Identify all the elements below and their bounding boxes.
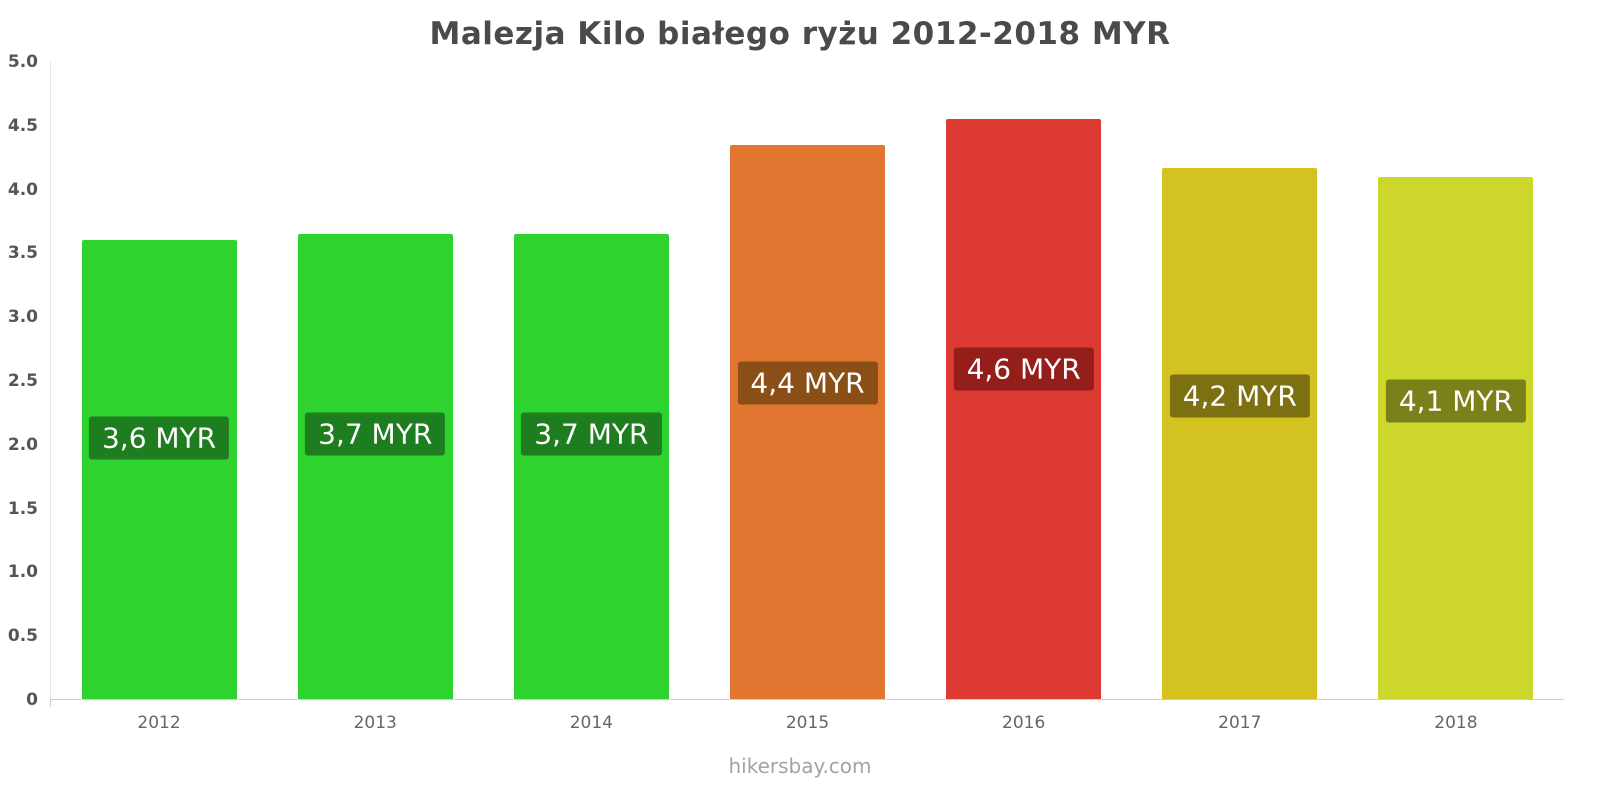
y-tick-label: 4.0 (7, 179, 38, 200)
x-axis-label: 2017 (1218, 713, 1262, 733)
plot-area: 3,6 MYR 2012 3,7 MYR 2013 3,7 MYR 2014 4,4 MYR… (50, 62, 1564, 733)
y-tick-label: 5.0 (7, 52, 38, 72)
y-tick-label: 0.5 (7, 626, 38, 647)
footer-watermark: hikersbay.com (728, 754, 872, 778)
x-axis-label: 2012 (137, 713, 181, 733)
origin-tick (50, 699, 51, 707)
y-tick-label: 0 (26, 690, 38, 710)
y-tick-label: 2.5 (7, 371, 38, 391)
bar-value-label: 3,6 MYR (88, 416, 230, 460)
bar-2013: 3,7 MYR (297, 234, 453, 699)
x-axis-label: 2013 (353, 713, 397, 733)
bar-2017: 4,2 MYR (1162, 167, 1318, 699)
x-axis-label: 2016 (1002, 713, 1046, 733)
bar-value-label: 4,4 MYR (737, 361, 878, 405)
bar-value-label: 3,7 MYR (521, 412, 662, 456)
y-tick-label: 2.0 (7, 434, 38, 455)
bar-2016: 4,6 MYR (946, 119, 1102, 699)
bar-value-label: 4,6 MYR (953, 347, 1094, 391)
y-tick-label: 4.5 (7, 115, 38, 136)
y-tick-label: 1.5 (7, 498, 38, 519)
bar-2014: 3,7 MYR (513, 234, 669, 699)
bar-value-label: 3,7 MYR (305, 412, 446, 456)
y-axis: 0 0.5 1.0 1.5 2.0 2.5 3.0 3.5 4.0 4.5 5.0 (0, 52, 44, 710)
chart-title: Malezja Kilo białego ryżu 2012-2018 MYR (429, 16, 1171, 52)
bar-value-label: 4,1 MYR (1385, 379, 1526, 423)
y-tick-label: 3.0 (7, 307, 38, 328)
bar-2018: 4,1 MYR (1378, 176, 1534, 699)
y-tick-label: 1.0 (7, 562, 38, 583)
bar-2015: 4,4 MYR (730, 144, 885, 699)
x-axis-label: 2014 (569, 713, 613, 733)
x-axis-label: 2018 (1434, 713, 1478, 733)
bar-value-label: 4,2 MYR (1169, 374, 1310, 418)
x-axis-label: 2015 (785, 713, 830, 733)
y-tick-label: 3.5 (7, 243, 38, 264)
bar-2012: 3,6 MYR (81, 240, 237, 699)
